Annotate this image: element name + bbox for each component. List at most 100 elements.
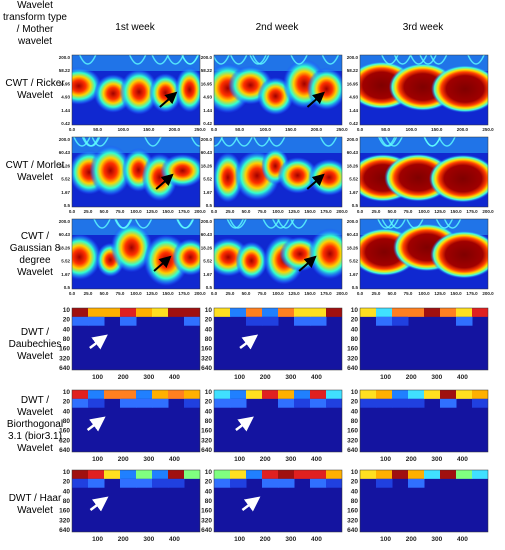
y-tick-label: 20 [63,479,71,486]
arrow [235,416,254,432]
y-tick-label: 640 [201,447,212,454]
y-tick-label: 5.52 [349,177,358,182]
cell [136,390,153,399]
heatmap [360,390,488,452]
ridge [249,55,267,65]
x-tick-label: 300 [143,374,154,381]
y-tick-label: 60.43 [347,150,359,155]
x-tick-label: 0.0 [357,291,364,296]
x-tick-label: 100.0 [130,291,142,296]
cell [104,390,121,399]
cell [326,398,342,408]
y-tick-label: 40 [351,408,359,415]
heatmap [360,308,488,370]
energy-blob [277,157,318,194]
y-tick-label: 40 [205,488,213,495]
ridge [73,137,91,147]
x-tick-label: 400 [169,536,180,543]
x-tick-label: 0.0 [69,127,76,132]
cell [168,470,185,479]
x-tick-label: 150.0 [162,209,174,214]
y-tick-label: 0.42 [61,121,70,126]
cell [456,390,473,399]
scalogram: 200.0 60.43 18.26 5.52 1.67 0.50.0 25.0 50.0 75.… [201,218,348,296]
x-tick-label: 0.0 [211,291,218,296]
y-tick-label: 0.5 [64,203,71,208]
ridge [214,137,224,147]
cell [472,398,488,408]
column-heading: 3rd week [402,22,444,33]
scalogram: 200.0 58.22 16.95 4.93 1.44 0.420.0 50.0 100.0 1… [347,54,494,132]
frame [359,136,489,208]
x-tick-label: 400 [457,536,468,543]
x-tick-label: 150.0 [450,209,462,214]
y-tick-label: 1.67 [61,272,70,277]
cell [246,308,263,317]
y-tick-label: 160 [201,428,212,435]
x-tick-label: 100 [92,456,103,463]
cell [278,470,295,479]
y-tick-label: 640 [201,527,212,534]
cell [152,470,169,479]
y-tick-label: 5.52 [203,177,212,182]
y-tick-label: 1.67 [203,190,212,195]
y-tick-label: 320 [59,437,70,444]
y-tick-label: 80 [205,336,213,343]
ridge [406,219,424,229]
x-tick-label: 25.0 [84,291,93,296]
y-tick-label: 1.67 [203,272,212,277]
ridge [81,137,100,147]
cell [392,470,409,479]
y-tick-label: 640 [201,365,212,372]
x-tick-label: 125.0 [434,209,446,214]
y-tick-label: 640 [59,527,70,534]
cell [88,308,105,317]
energy-blob [172,238,200,276]
x-tick-label: 400 [169,456,180,463]
x-tick-label: 300 [143,456,154,463]
cell [214,308,231,317]
ridge [377,219,395,229]
y-tick-label: 1.67 [61,190,70,195]
x-tick-label: 25.0 [226,209,235,214]
ridge [277,219,295,229]
cell [440,398,457,408]
x-tick-label: 100.0 [260,127,272,132]
x-tick-label: 75.0 [116,209,125,214]
y-tick-label: 18.26 [59,245,71,250]
energy-blob [160,153,200,188]
ridge [438,137,456,147]
cell [230,398,247,408]
y-tick-label: 160 [201,508,212,515]
y-tick-label: 160 [347,508,358,515]
x-tick-label: 100 [92,374,103,381]
x-tick-label: 175.0 [320,291,332,296]
x-tick-label: 0.0 [69,209,76,214]
y-tick-label: 200.0 [59,137,71,142]
heatmap [360,137,488,207]
cell [120,478,137,488]
x-tick-label: 200 [406,536,417,543]
scalogram: 200.0 60.43 18.26 5.52 1.67 0.50.0 25.0 50.0 75.… [347,218,494,296]
ridge [181,55,199,65]
y-tick-label: 200.0 [347,219,359,224]
x-tick-label: 200.0 [336,291,348,296]
ridge [429,55,448,65]
x-tick-label: 125.0 [146,291,158,296]
x-tick-label: 175.0 [466,291,478,296]
scalogram: 200.0 60.43 18.26 5.52 1.67 0.50.0 25.0 50.0 75.… [59,218,206,296]
cell [230,470,247,479]
x-tick-label: 200.0 [482,209,494,214]
y-tick-label: 20 [205,479,213,486]
cell [376,470,393,479]
cell [246,470,263,479]
x-tick-label: 100 [380,536,391,543]
y-tick-label: 640 [347,527,358,534]
arrow [155,173,174,190]
x-tick-label: 0.0 [357,127,364,132]
cell [310,478,327,488]
y-tick-label: 10 [351,469,359,476]
cell [184,390,200,399]
